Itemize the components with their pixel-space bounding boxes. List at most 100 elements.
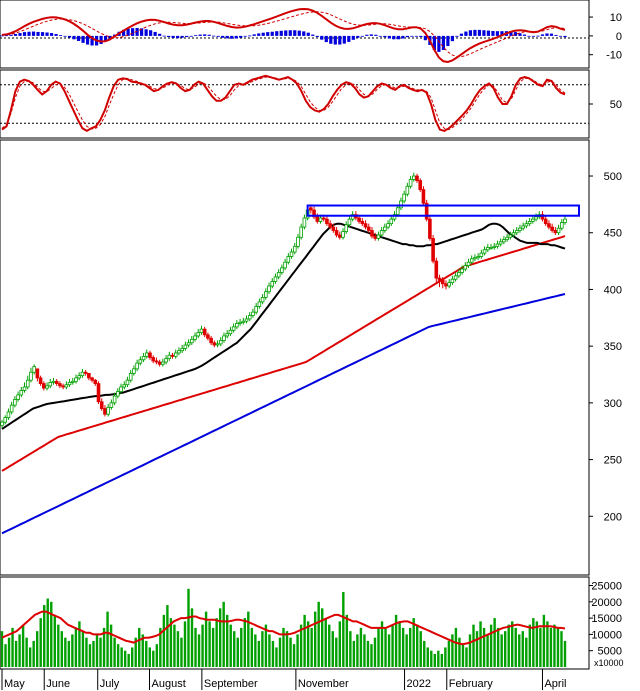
macd-histogram-bar bbox=[126, 28, 130, 36]
volume-bar bbox=[437, 650, 440, 667]
volume-y-axis: 25000 20000 15000 10000 5000 bbox=[589, 581, 622, 658]
candle bbox=[77, 372, 82, 381]
macd-histogram-bar bbox=[329, 35, 333, 44]
volume-bar bbox=[556, 627, 560, 667]
volume-bar bbox=[321, 608, 324, 667]
candle bbox=[251, 308, 255, 318]
candle bbox=[9, 401, 14, 415]
candle bbox=[405, 182, 410, 197]
candle bbox=[122, 381, 127, 390]
macd-histogram-bar bbox=[194, 35, 198, 36]
volume-bar bbox=[359, 627, 363, 667]
x-tick-label: September bbox=[204, 678, 258, 690]
candle bbox=[193, 332, 197, 342]
macd-histogram-bar bbox=[437, 35, 441, 52]
candle bbox=[93, 379, 98, 386]
volume-bar bbox=[285, 631, 289, 667]
volume-bar bbox=[433, 653, 437, 667]
macd-histogram-bar bbox=[58, 35, 63, 36]
candle bbox=[556, 224, 561, 236]
volume-bar bbox=[426, 647, 429, 667]
candle bbox=[505, 233, 509, 242]
volume-bar bbox=[507, 624, 510, 667]
candle bbox=[264, 288, 268, 300]
candle bbox=[489, 244, 493, 250]
macd-histogram-bar bbox=[13, 34, 18, 36]
volume-bar bbox=[109, 624, 113, 667]
candle bbox=[511, 229, 516, 238]
macd-histogram-bar bbox=[378, 35, 382, 37]
volume-bar bbox=[148, 647, 151, 667]
macd-histogram-bar bbox=[18, 33, 22, 36]
candle bbox=[196, 329, 201, 339]
candle bbox=[363, 220, 368, 230]
candle bbox=[453, 272, 458, 282]
volume-bar bbox=[528, 624, 532, 667]
volume-bar bbox=[243, 618, 246, 667]
candle bbox=[154, 357, 159, 365]
volume-bar bbox=[408, 627, 412, 667]
macd-histogram-bar bbox=[185, 35, 189, 38]
volume-bar bbox=[468, 634, 472, 667]
candle bbox=[58, 381, 62, 389]
date-x-axis: May June July August September November 2022 Fe… bbox=[0, 668, 589, 690]
stochastic-panel: 50 bbox=[0, 69, 622, 139]
volume-bar bbox=[335, 637, 338, 667]
volume-bar bbox=[152, 650, 155, 667]
candle bbox=[457, 269, 461, 279]
volume-bar bbox=[240, 627, 243, 667]
candle bbox=[260, 293, 265, 305]
volume-bar bbox=[401, 627, 405, 667]
volume-bar bbox=[25, 637, 28, 667]
macd-histogram-bar bbox=[144, 29, 148, 36]
macd-histogram-bar bbox=[351, 35, 355, 40]
volume-bar bbox=[444, 647, 447, 667]
macd-histogram-bar bbox=[495, 31, 500, 36]
volume-bar bbox=[458, 637, 461, 667]
candle bbox=[411, 172, 416, 182]
macd-histogram-bar bbox=[459, 33, 464, 36]
volume-bar bbox=[106, 611, 109, 667]
macd-histogram-bar bbox=[374, 34, 378, 36]
macd-histogram-bar bbox=[36, 31, 40, 36]
macd-histogram-bar bbox=[140, 28, 144, 36]
candle bbox=[180, 345, 184, 353]
macd-histogram-bar bbox=[230, 35, 234, 39]
candle bbox=[90, 376, 94, 383]
volume-bar bbox=[482, 627, 486, 667]
volume-bar bbox=[299, 624, 303, 667]
candle bbox=[492, 242, 497, 250]
moving-average-blue bbox=[1, 293, 566, 535]
candle bbox=[376, 231, 381, 241]
candle bbox=[141, 352, 146, 363]
volume-bar bbox=[233, 631, 236, 667]
volume-bar bbox=[211, 627, 215, 667]
candlesticks bbox=[0, 172, 567, 428]
macd-tick-label: 10 bbox=[610, 12, 622, 24]
macd-histogram-bar bbox=[122, 29, 126, 36]
candle bbox=[225, 330, 230, 339]
candle bbox=[54, 379, 59, 386]
volume-bar bbox=[123, 650, 127, 667]
macd-histogram-bar bbox=[261, 32, 265, 36]
volume-bar bbox=[0, 631, 4, 667]
macd-signal-line bbox=[1, 11, 566, 58]
volume-unit-label: x10000 bbox=[594, 658, 624, 668]
candle bbox=[48, 379, 53, 389]
resistance-zone-box bbox=[306, 204, 580, 217]
volume-bar bbox=[479, 621, 482, 667]
volume-bar bbox=[218, 608, 222, 667]
volume-bar bbox=[197, 634, 201, 667]
volume-bar bbox=[43, 605, 46, 667]
macd-histogram-bar bbox=[252, 34, 256, 36]
volume-bar bbox=[222, 601, 225, 667]
volume-bar bbox=[475, 631, 479, 667]
macd-histogram-bar bbox=[311, 34, 315, 36]
macd-histogram-bar bbox=[500, 31, 504, 36]
volume-bar bbox=[130, 647, 134, 667]
volume-bar bbox=[511, 621, 514, 667]
candle bbox=[161, 358, 165, 367]
candle bbox=[563, 215, 567, 225]
volume-bar bbox=[208, 621, 211, 667]
candle bbox=[424, 199, 429, 222]
